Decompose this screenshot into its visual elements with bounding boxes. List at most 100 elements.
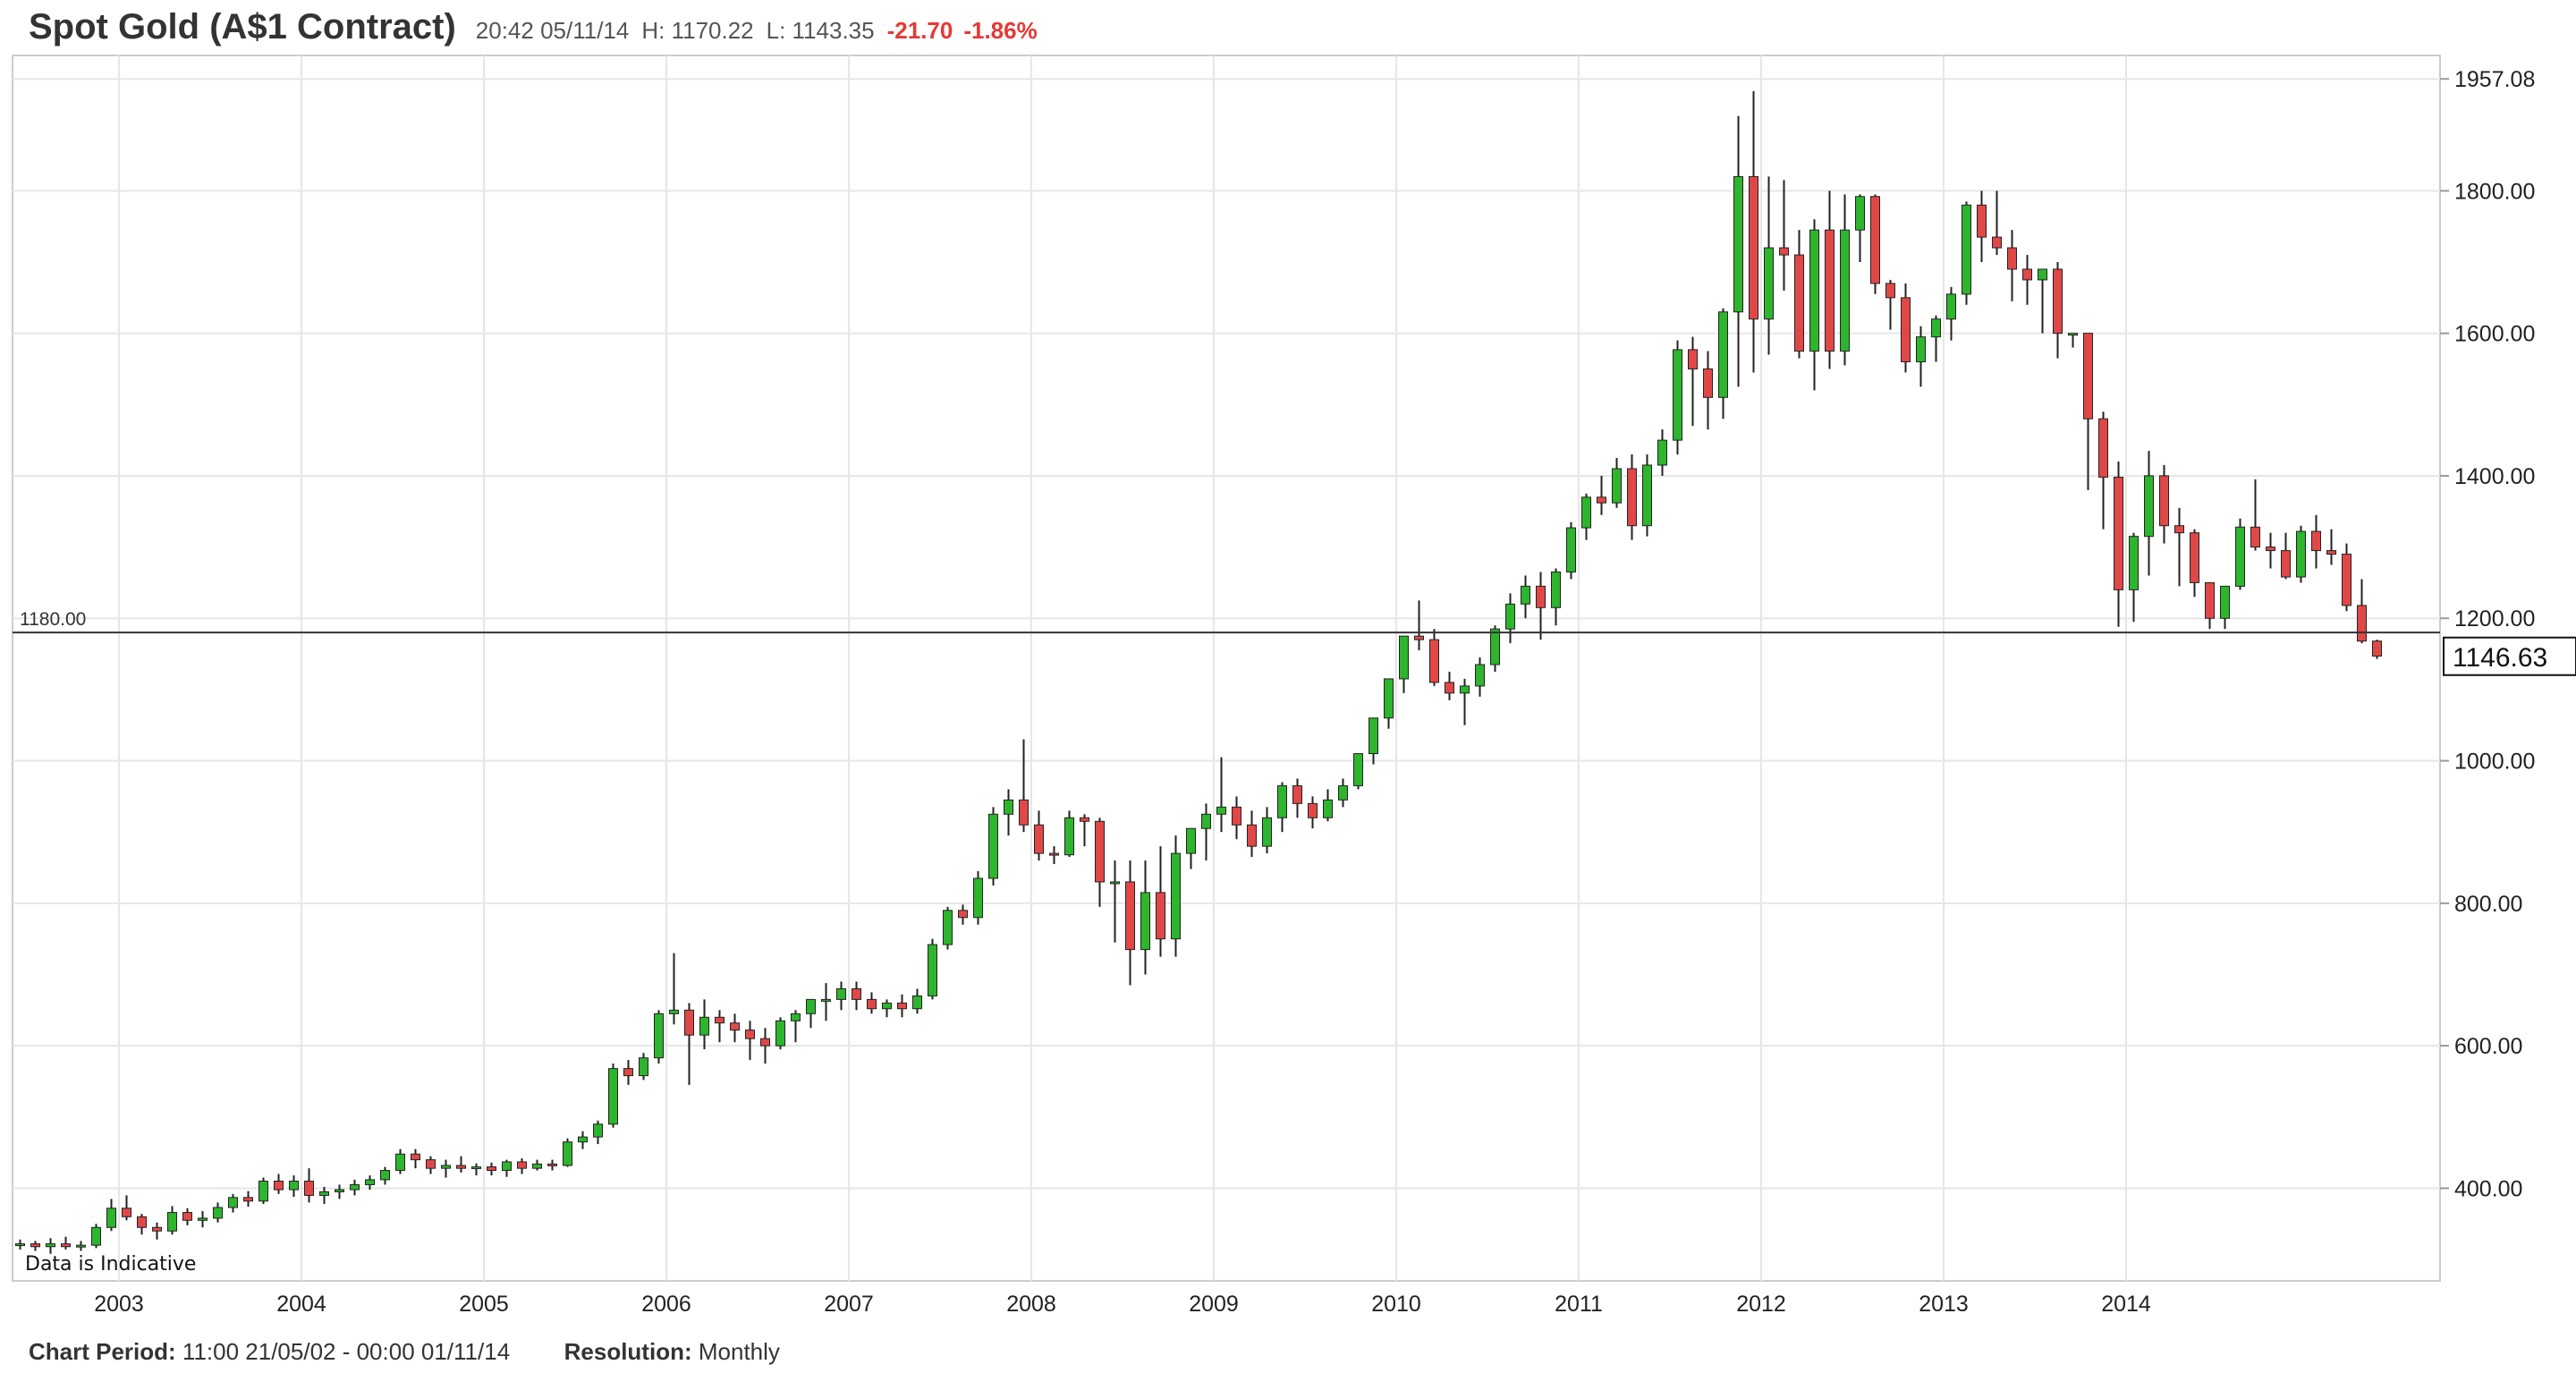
candle-body [1733,175,1743,313]
candle-body [365,1179,375,1185]
candle [1445,671,1454,700]
x-tick-label: 2009 [1189,1292,1239,1317]
candle [836,981,846,1011]
candle [1308,796,1318,829]
candle [106,1199,116,1232]
candle-body [2129,536,2139,590]
candle-body [1292,784,1302,804]
candle-body [1156,892,1165,940]
candle [1140,860,1150,975]
candle [1962,201,1971,305]
candle-body [2053,268,2063,335]
x-tick-label: 2012 [1736,1292,1786,1317]
candle [1733,115,1743,387]
data-indicative-note: Data is Indicative [25,1253,196,1276]
candle-body [1688,349,1698,369]
candle [912,988,922,1014]
candle-body [426,1159,436,1169]
candle [137,1214,147,1235]
candle [654,1010,664,1064]
candle [2098,411,2108,530]
candle [1429,629,1439,686]
high-value: H: 1170.22 [641,17,754,44]
candle-body [745,1030,755,1039]
candle [1749,90,1758,373]
candle-body [1597,496,1606,504]
candle-body [928,944,937,996]
candle [1627,454,1637,540]
candle-body [1323,799,1333,818]
candle-body [1749,175,1758,320]
y-tick-label: 1600.00 [2454,322,2535,347]
candle-body [2220,585,2230,619]
candle-body [699,1016,709,1036]
candle-body [1566,527,1576,572]
candle [928,938,937,1000]
candle-body [152,1226,162,1232]
candle-body [2372,640,2382,657]
candle [243,1191,253,1208]
candle [1794,230,1804,359]
candle [441,1159,451,1178]
candle [2372,640,2382,659]
candle-body [775,1020,785,1047]
candle-body [304,1180,314,1196]
candle-body [1612,468,1622,504]
candle [1368,717,1378,765]
candle-body [1201,813,1211,829]
candle [1034,810,1044,861]
candle-body [61,1243,71,1248]
candle [2266,532,2275,569]
candle [122,1195,131,1221]
candle-body [30,1243,40,1248]
candle [2250,479,2260,551]
candle-body [2174,525,2184,534]
low-value: L: 1143.35 [766,17,875,44]
candle-body [274,1180,284,1191]
candle [380,1166,390,1185]
candle-body [1277,784,1287,818]
y-tick-label: 800.00 [2454,892,2522,917]
x-tick-label: 2013 [1919,1292,1969,1317]
candle-body [1870,196,1880,284]
candle-body [1429,639,1439,683]
candle-body [1931,318,1941,338]
candle [897,994,907,1018]
candles [15,90,2382,1254]
candle-body [1399,635,1409,680]
candle [1779,180,1789,291]
candle [684,1003,694,1085]
resolution-label: Resolution: [564,1338,692,1365]
candle-body [1809,229,1819,352]
candle-body [2098,418,2108,479]
candle-body [1521,585,1530,605]
chart-period-value: 11:00 21/05/02 - 00:00 01/11/14 [182,1338,511,1365]
candle-body [1338,784,1348,801]
candle-body [1460,685,1470,694]
candle-body [669,1009,679,1014]
candle [1901,283,1911,373]
candle [1764,176,1774,355]
candle-body [228,1197,238,1208]
candle-body [2205,581,2215,619]
x-tick-label: 2006 [641,1292,691,1317]
candle [2022,255,2032,305]
candle-body [1536,585,1546,608]
grid-lines [13,55,2449,1281]
candle [61,1236,71,1250]
candle-body [213,1207,223,1219]
candle-body [882,1002,892,1010]
candle [2159,464,2169,544]
candle [1505,593,1515,644]
plot-area [12,55,2441,1282]
chart-title: Spot Gold (A$1 Contract) [29,7,456,47]
x-tick-label: 2011 [1555,1292,1603,1317]
candle-body [258,1180,268,1202]
candle-body [1140,892,1150,951]
y-tick-label: 600.00 [2454,1034,2522,1059]
x-tick-label: 2005 [459,1292,509,1317]
candle-body [1445,682,1454,694]
candle-body [806,998,816,1014]
chart-period-label: Chart Period: [29,1338,176,1365]
y-axis-tick-labels: 400.00 600.00 800.00 1000.00 1200.00 1400.00 1… [2454,67,2535,1201]
